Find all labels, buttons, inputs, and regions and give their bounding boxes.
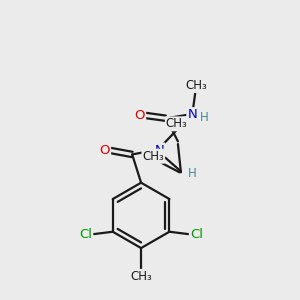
Text: O: O: [135, 109, 145, 122]
Text: Cl: Cl: [79, 228, 92, 241]
Text: O: O: [100, 143, 110, 157]
Text: H: H: [200, 111, 208, 124]
Text: N: N: [154, 143, 164, 157]
Text: CH₃: CH₃: [142, 150, 164, 163]
Text: CH₃: CH₃: [185, 79, 207, 92]
Text: Cl: Cl: [190, 228, 203, 241]
Text: H: H: [188, 167, 197, 180]
Text: CH₃: CH₃: [130, 270, 152, 283]
Text: CH₃: CH₃: [166, 117, 188, 130]
Text: N: N: [187, 108, 197, 121]
